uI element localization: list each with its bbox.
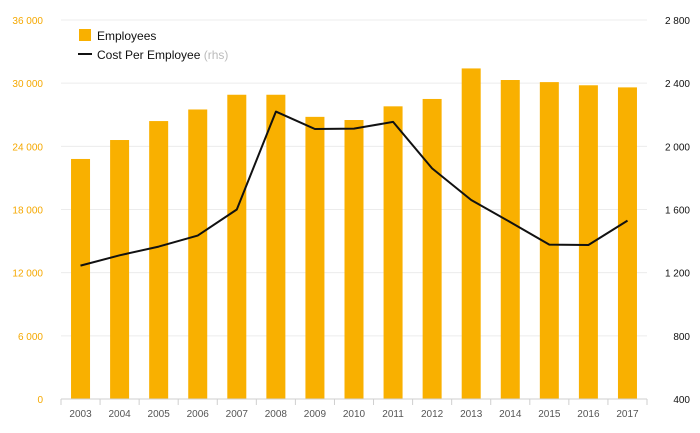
y-left-tick-label: 0 <box>37 395 43 406</box>
y-right-tick-label: 1 600 <box>665 206 690 217</box>
legend-employees-marker <box>79 29 91 41</box>
employees-bar-2010 <box>344 120 364 399</box>
employees-bar-2003 <box>71 158 91 399</box>
x-tick-label: 2008 <box>265 409 288 420</box>
y-left-tick-label: 36 000 <box>12 16 43 27</box>
x-tick-label: 2011 <box>382 409 404 420</box>
x-tick-label: 2006 <box>187 409 210 420</box>
x-tick-label: 2015 <box>538 409 561 420</box>
cost-per-employee-line-group <box>80 110 629 267</box>
legend-employees-label: Employees <box>97 29 156 43</box>
x-tick-label: 2013 <box>460 409 483 420</box>
x-tick-label: 2016 <box>577 409 600 420</box>
y-left-tick-label: 12 000 <box>12 269 43 280</box>
legend-cost-suffix: (rhs) <box>204 48 229 62</box>
employees-bar-2016 <box>578 85 598 400</box>
legend: Employees Cost Per Employee (rhs) <box>78 29 228 62</box>
employees-bar-2015 <box>539 82 559 399</box>
x-tick-label: 2004 <box>108 409 131 420</box>
employees-bar-2014 <box>500 80 520 399</box>
x-tick-label: 2005 <box>148 409 171 420</box>
employees-bar-2012 <box>422 98 442 399</box>
x-tick-label: 2012 <box>421 409 444 420</box>
employees-bars <box>71 68 637 400</box>
y-right-tick-label: 800 <box>673 332 690 343</box>
x-tick-label: 2009 <box>304 409 327 420</box>
y-right-tick-label: 2 000 <box>665 142 690 153</box>
employees-bar-2007 <box>227 94 247 399</box>
y-right-tick-label: 2 400 <box>665 79 690 90</box>
y-left-tick-label: 18 000 <box>12 206 43 217</box>
legend-cost-label: Cost Per Employee (rhs) <box>97 48 228 62</box>
employees-bar-2005 <box>149 121 169 400</box>
employees-bar-2004 <box>110 140 130 399</box>
x-tick-label: 2014 <box>499 409 522 420</box>
y-right-tick-label: 1 200 <box>665 269 690 280</box>
y-left-tick-label: 24 000 <box>12 142 43 153</box>
y-right-tick-label: 400 <box>673 395 690 406</box>
employees-bar-2011 <box>383 106 403 400</box>
employees-bar-2009 <box>305 116 325 399</box>
employees-bar-2006 <box>188 109 208 399</box>
x-tick-label: 2017 <box>616 409 639 420</box>
y-left-tick-label: 6 000 <box>18 332 43 343</box>
y-left-tick-label: 30 000 <box>12 79 43 90</box>
x-tick-label: 2007 <box>226 409 249 420</box>
cost-per-employee-line <box>80 110 629 267</box>
x-tick-label: 2003 <box>69 409 92 420</box>
employees-bar-2017 <box>617 87 637 399</box>
x-tick-label: 2010 <box>343 409 366 420</box>
legend-cost-label-text: Cost Per Employee <box>97 48 201 62</box>
y-right-tick-label: 2 800 <box>665 16 690 27</box>
employees-bar-2008 <box>266 94 286 399</box>
employees-bar-2013 <box>461 68 481 399</box>
axes: 2003 2004 2005 2006 2007 2008 2009 2010 2011 2012… <box>12 16 690 420</box>
